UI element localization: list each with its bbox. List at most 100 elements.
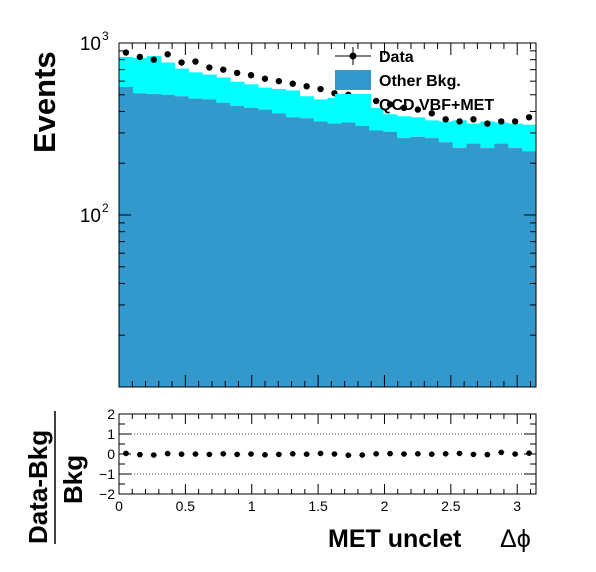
qcd-stack-bar (313, 99, 328, 122)
data-point (247, 71, 255, 79)
other-bkg-bar (424, 138, 440, 387)
qcd-stack-bar (494, 122, 509, 144)
x-tick-label: 0.5 (176, 498, 196, 514)
data-point (317, 85, 324, 93)
ratio-point (317, 450, 324, 457)
other-bkg-bar (174, 96, 189, 387)
qcd-stack-bar (216, 77, 231, 103)
legend-label: QCD VBF+MET (379, 97, 494, 114)
ratio-point (526, 450, 532, 457)
ratio-point (456, 450, 463, 457)
data-point (456, 118, 463, 125)
legend-swatch (335, 70, 371, 90)
x-tick-label: 2.5 (441, 498, 461, 514)
data-point (275, 77, 283, 85)
ratio-point (498, 449, 505, 456)
data-point (122, 49, 130, 56)
ratio-y-tick-label: 1 (107, 426, 115, 442)
ratio-point (331, 451, 338, 457)
ratio-point (262, 452, 268, 458)
y-tick-label: 10 (80, 34, 101, 55)
ratio-point (442, 451, 449, 457)
x-axis-label: MET unclet (328, 525, 462, 553)
qcd-stack-bar (424, 120, 440, 139)
ratio-point (220, 451, 227, 457)
y-tick-label: 10 (80, 206, 101, 227)
other-bkg-bar (132, 93, 148, 388)
qcd-stack-bar (132, 57, 148, 94)
ratio-point (387, 450, 393, 457)
other-bkg-bar (480, 148, 495, 387)
ratio-data-points (122, 449, 533, 459)
ratio-y-tick-label: 2 (107, 406, 115, 422)
ratio-point (137, 451, 143, 458)
other-bkg-bar (313, 121, 328, 388)
other-bkg-bar (410, 136, 426, 387)
other-bkg-bar (299, 118, 314, 387)
other-bkg-bar (466, 143, 481, 387)
qcd-stack-bar (285, 90, 301, 118)
ratio-panel-ticks: 210−1−20 0.5 1 1.5 2 2.5 3 (99, 406, 536, 514)
ratio-y-label-top: Data-Bkg (23, 430, 53, 544)
qcd-stack-bar (383, 114, 398, 132)
ratio-point (512, 451, 518, 457)
data-point (206, 64, 213, 71)
other-bkg-bar (452, 148, 467, 387)
other-bkg-bar (341, 122, 356, 387)
other-bkg-bar (397, 138, 412, 387)
other-bkg-bar (327, 123, 342, 387)
ratio-point (484, 451, 491, 458)
qcd-stack-bar (244, 84, 259, 108)
qcd-stack-bar (271, 89, 287, 114)
qcd-stack-bar (299, 96, 314, 119)
data-point (220, 66, 227, 73)
qcd-stack-bar (202, 74, 217, 100)
other-bkg-bar (216, 102, 231, 387)
other-bkg-bar (160, 94, 175, 387)
ratio-point (359, 452, 366, 458)
data-point (498, 118, 505, 125)
qcd-stack-bar (466, 123, 481, 144)
qcd-stack-bar (258, 87, 273, 110)
x-tick-label: 2 (381, 498, 389, 514)
x-tick-label: 1 (248, 498, 256, 514)
other-bkg-bar (258, 109, 273, 388)
y-tick-exponent: 3 (102, 29, 109, 43)
ratio-point (303, 451, 310, 458)
top-y-axis-label: Events (27, 51, 62, 153)
data-point (150, 56, 157, 63)
data-point (400, 104, 408, 112)
qcd-stack-bar (230, 81, 245, 107)
data-point (372, 97, 380, 105)
qcd-stack-bar (160, 62, 175, 95)
data-point (386, 101, 394, 108)
y-tick-exponent: 2 (102, 201, 109, 215)
data-point (136, 53, 144, 61)
ratio-y-tick-label: −2 (99, 486, 115, 502)
qcd-stack-bar (522, 124, 537, 152)
other-bkg-bar (508, 148, 523, 387)
ratio-y-tick-label: 0 (107, 446, 115, 462)
data-point (511, 118, 519, 125)
other-bkg-bar (230, 106, 245, 387)
other-bkg-bar (355, 125, 370, 387)
top-panel-data-points (122, 49, 533, 127)
qcd-stack-bar (410, 117, 426, 137)
ratio-point (276, 451, 282, 458)
x-axis-label-symbol: Δϕ (500, 525, 531, 553)
ratio-point (470, 451, 477, 458)
ratio-point (206, 451, 213, 458)
x-tick-label: 3 (513, 498, 521, 514)
qcd-stack-bar (188, 72, 203, 99)
ratio-point (401, 451, 407, 457)
ratio-point (234, 451, 240, 458)
data-point (484, 120, 491, 127)
legend-swatch (335, 94, 371, 114)
ratio-point (164, 450, 171, 457)
other-bkg-bar (438, 142, 453, 387)
data-point (428, 110, 435, 117)
ratio-point (248, 451, 254, 457)
data-point (192, 58, 199, 65)
ratio-point (178, 451, 185, 458)
